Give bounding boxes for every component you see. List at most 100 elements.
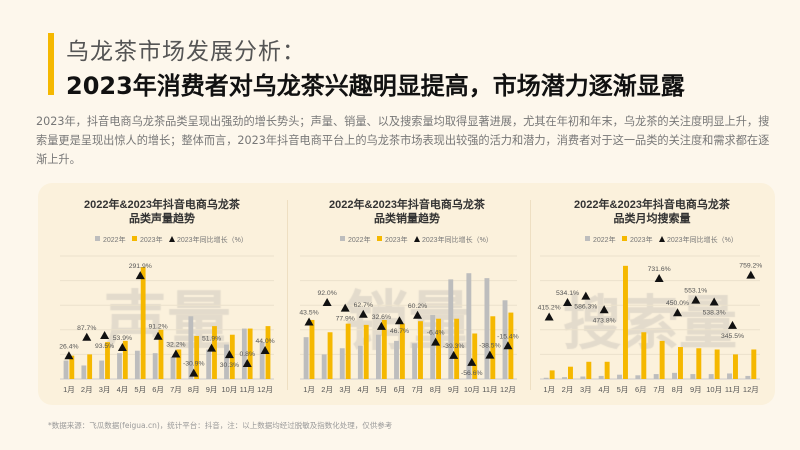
bar-2023 bbox=[140, 267, 146, 379]
data-label: 586.3% bbox=[574, 304, 597, 311]
data-label: 450.0% bbox=[666, 300, 689, 307]
growth-marker bbox=[485, 350, 495, 359]
bar-2022 bbox=[466, 273, 472, 379]
bar-2022 bbox=[617, 374, 622, 379]
bar-2023 bbox=[472, 333, 478, 379]
growth-marker bbox=[153, 331, 163, 340]
growth-marker bbox=[599, 305, 609, 314]
legend-swatch bbox=[340, 236, 345, 241]
data-label: 538.3% bbox=[703, 309, 726, 316]
x-tick-label: 1月 bbox=[303, 385, 315, 394]
x-tick-label: 3月 bbox=[580, 385, 592, 394]
x-tick-label: 2月 bbox=[81, 385, 93, 394]
x-tick-label: 12月 bbox=[743, 385, 759, 394]
legend-label: 2023年同比增长（%） bbox=[667, 235, 738, 244]
bar-2023 bbox=[158, 329, 164, 379]
x-tick-label: 5月 bbox=[376, 385, 388, 394]
x-tick-label: 8月 bbox=[188, 385, 200, 394]
legend-label: 2023年 bbox=[140, 235, 163, 244]
legend-label: 2022年 bbox=[103, 235, 126, 244]
growth-marker bbox=[413, 310, 423, 319]
bar-2022 bbox=[484, 278, 490, 379]
data-label: 415.2% bbox=[538, 304, 561, 311]
bar-2023 bbox=[659, 340, 665, 379]
x-tick-label: 5月 bbox=[134, 385, 146, 394]
bar-2022 bbox=[206, 349, 212, 379]
growth-marker bbox=[304, 317, 314, 326]
bar-2022 bbox=[303, 337, 309, 379]
growth-marker bbox=[260, 345, 270, 354]
data-label: 91.2% bbox=[148, 324, 167, 331]
data-label: 43.5% bbox=[299, 310, 318, 317]
growth-marker bbox=[82, 332, 92, 341]
bar-2023 bbox=[586, 361, 592, 379]
bar-2023 bbox=[549, 370, 555, 379]
bar-2022 bbox=[259, 342, 265, 379]
data-label: 77.9% bbox=[336, 316, 355, 323]
bar-2022 bbox=[635, 375, 641, 379]
bar-2023 bbox=[436, 318, 442, 379]
bar-2023 bbox=[327, 332, 333, 379]
x-tick-label: 1月 bbox=[543, 385, 555, 394]
legend-triangle-icon bbox=[414, 236, 420, 242]
legend-label: 2022年 bbox=[348, 235, 371, 244]
chart-title: 品类声量趋势 bbox=[129, 211, 195, 225]
legend-label: 2023年 bbox=[630, 235, 653, 244]
bar-2023 bbox=[176, 349, 182, 379]
legend-swatch bbox=[622, 236, 627, 241]
legend-swatch bbox=[132, 236, 137, 241]
x-tick-label: 9月 bbox=[690, 385, 702, 394]
data-label: -39.3% bbox=[443, 343, 465, 350]
growth-marker bbox=[64, 351, 74, 360]
x-tick-label: 2月 bbox=[321, 385, 333, 394]
data-label: 53.9% bbox=[113, 335, 132, 342]
bar-2023 bbox=[69, 355, 75, 379]
bar-2022 bbox=[321, 354, 327, 379]
bar-2023 bbox=[696, 348, 702, 379]
bar-2022 bbox=[672, 372, 677, 379]
x-tick-label: 8月 bbox=[430, 385, 442, 394]
bar-2023 bbox=[568, 366, 573, 379]
bar-2022 bbox=[357, 345, 363, 379]
bar-2022 bbox=[99, 360, 105, 379]
growth-marker bbox=[376, 321, 386, 330]
x-tick-label: 3月 bbox=[339, 385, 351, 394]
x-tick-label: 2月 bbox=[562, 385, 574, 394]
growth-marker bbox=[654, 273, 664, 282]
bar-2023 bbox=[508, 312, 514, 379]
x-tick-label: 7月 bbox=[412, 385, 424, 394]
growth-marker bbox=[171, 349, 181, 358]
data-label: 553.1% bbox=[684, 288, 707, 295]
x-tick-label: 11月 bbox=[240, 385, 255, 394]
bar-2022 bbox=[63, 360, 69, 379]
data-label: 46.7% bbox=[390, 328, 409, 335]
bar-2023 bbox=[87, 354, 93, 379]
legend-triangle-icon bbox=[659, 236, 665, 242]
data-label: 26.4% bbox=[59, 343, 78, 350]
bar-2022 bbox=[430, 315, 436, 379]
bar-2023 bbox=[105, 342, 110, 379]
bar-2022 bbox=[241, 328, 247, 379]
bar-2022 bbox=[394, 340, 399, 379]
x-tick-label: 10月 bbox=[464, 385, 480, 394]
bar-2023 bbox=[194, 335, 200, 379]
growth-marker bbox=[189, 368, 199, 377]
bar-2023 bbox=[309, 319, 315, 379]
x-tick-label: 1月 bbox=[63, 385, 75, 394]
bar-2023 bbox=[399, 323, 405, 379]
x-tick-label: 8月 bbox=[672, 385, 684, 394]
data-label: 93.5% bbox=[95, 343, 114, 350]
bar-2022 bbox=[224, 344, 229, 379]
accent-bar bbox=[48, 33, 54, 95]
growth-marker bbox=[581, 291, 591, 300]
legend-label: 2022年 bbox=[593, 235, 616, 244]
x-tick-label: 11月 bbox=[482, 385, 497, 394]
x-tick-label: 10月 bbox=[706, 385, 722, 394]
x-tick-label: 12月 bbox=[500, 385, 516, 394]
bar-2022 bbox=[152, 353, 158, 379]
legend-label: 2023年同比增长（%） bbox=[177, 235, 248, 244]
bar-2022 bbox=[170, 356, 176, 379]
growth-marker bbox=[544, 312, 554, 321]
growth-marker bbox=[691, 295, 701, 304]
